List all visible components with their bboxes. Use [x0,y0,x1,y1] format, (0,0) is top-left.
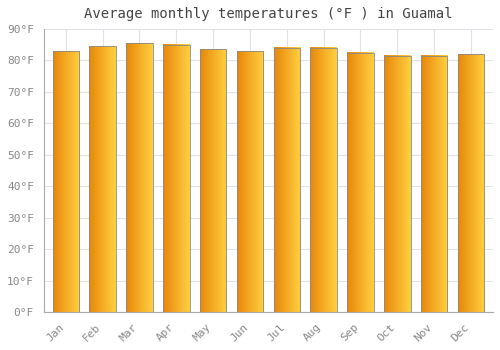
Bar [274,48,300,312]
Bar [310,48,337,312]
Bar [458,54,484,312]
Bar [236,51,263,312]
Bar [384,56,410,312]
Bar [126,43,152,312]
Title: Average monthly temperatures (°F ) in Guamal: Average monthly temperatures (°F ) in Gu… [84,7,452,21]
Bar [163,45,190,312]
Bar [90,46,116,312]
Bar [52,51,79,312]
Bar [200,49,226,312]
Bar [347,52,374,312]
Bar [421,56,448,312]
